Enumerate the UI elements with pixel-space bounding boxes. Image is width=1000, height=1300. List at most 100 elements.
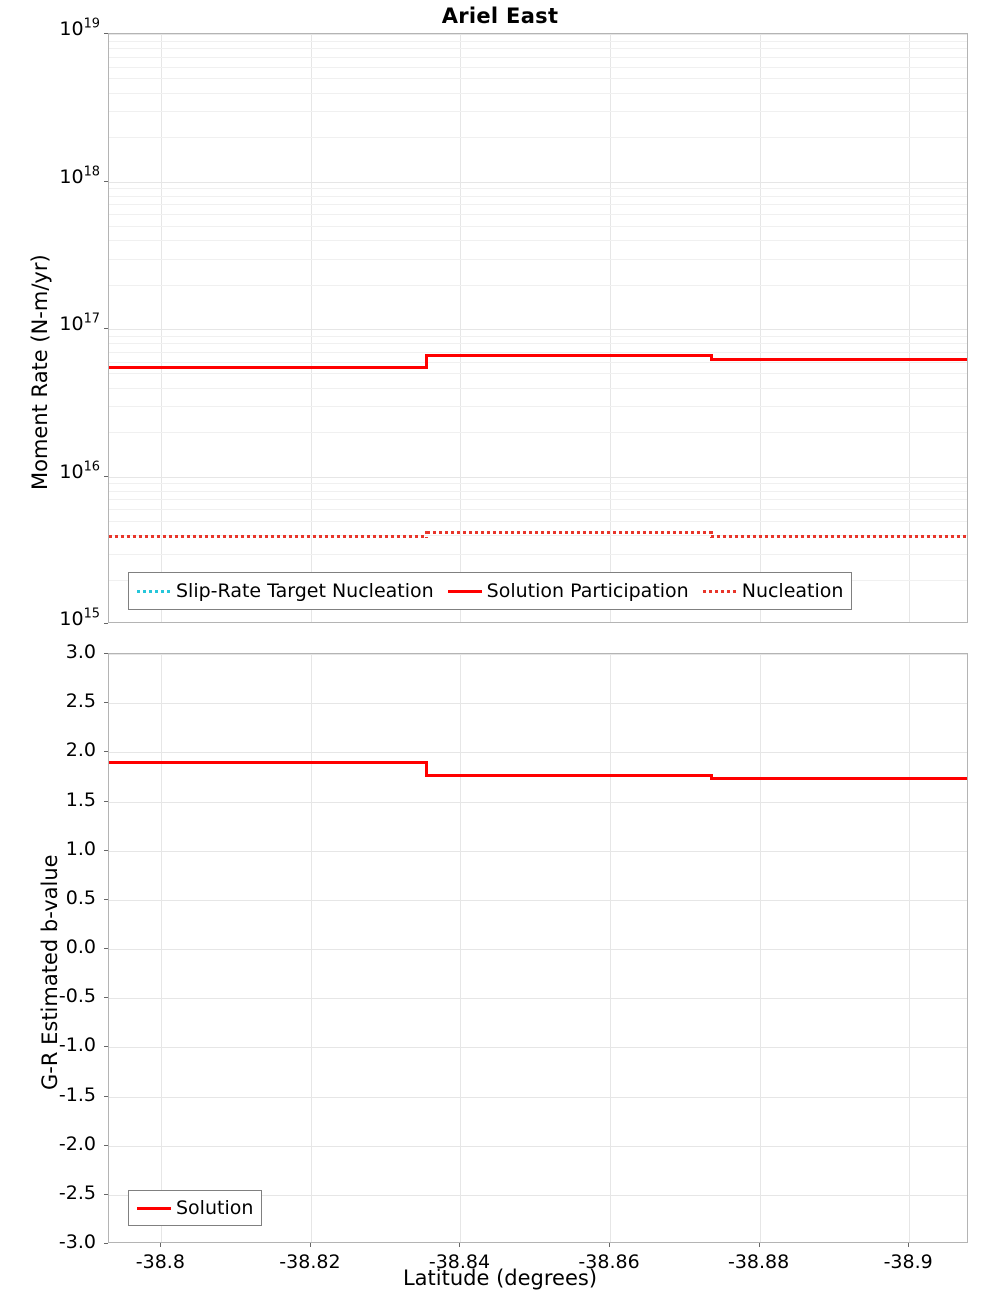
x-tick-label-latitude: -38.84	[428, 1251, 491, 1273]
gridline-horizontal-minor	[109, 535, 967, 536]
x-tick-mark	[310, 1243, 311, 1247]
y-tick-label-b-value: -1.5	[58, 1083, 96, 1106]
gridline-horizontal-minor	[109, 137, 967, 138]
y-tick-label-moment-rate: 1018	[59, 164, 100, 188]
y-tick-label-b-value: 1.5	[65, 788, 96, 811]
gridline-horizontal-major	[109, 998, 967, 999]
solution-participation-segment	[426, 354, 711, 358]
gridline-horizontal-minor	[109, 483, 967, 484]
solution-segment	[109, 760, 427, 764]
legend-item-slip-rate-target-nucleation[interactable]: Slip-Rate Target Nucleation	[137, 580, 434, 602]
y-tick-mark	[104, 948, 108, 949]
y-axis-label-b-value: G-R Estimated b-value	[38, 854, 62, 1090]
gridline-horizontal-minor	[109, 362, 967, 363]
y-tick-label-b-value: 3.0	[65, 641, 96, 663]
x-tick-label-latitude: -38.88	[727, 1251, 790, 1273]
y-tick-label-moment-rate: 1017	[59, 311, 100, 335]
x-tick-mark	[759, 1243, 760, 1247]
page-title: Ariel East	[441, 4, 559, 28]
y-tick-label-b-value: -2.5	[58, 1181, 96, 1204]
y-tick-label-b-value: -0.5	[58, 985, 96, 1008]
gridline-horizontal-major	[109, 1047, 967, 1048]
gridline-horizontal-minor	[109, 41, 967, 42]
y-tick-label-b-value: -2.0	[58, 1132, 96, 1155]
gridline-vertical	[610, 34, 611, 622]
gridline-vertical	[909, 654, 910, 1242]
y-axis-label-moment-rate: Moment Rate (N-m/yr)	[28, 254, 52, 490]
gridline-horizontal-major	[109, 949, 967, 950]
gridline-horizontal-minor	[109, 226, 967, 227]
gridline-horizontal-minor	[109, 499, 967, 500]
y-tick-mark	[104, 328, 108, 329]
x-tick-mark	[908, 1243, 909, 1247]
y-tick-label-b-value: 0.0	[65, 936, 96, 958]
gridline-horizontal-major	[109, 654, 967, 655]
y-tick-mark	[104, 653, 108, 654]
x-tick-mark	[459, 1243, 460, 1247]
gridline-vertical	[909, 34, 910, 622]
gridline-horizontal-minor	[109, 111, 967, 112]
x-tick-mark	[609, 1243, 610, 1247]
solution-participation-riser	[709, 354, 713, 362]
solution-riser	[425, 760, 429, 778]
legend-line-icon-solution-participation	[447, 589, 482, 593]
legend-item-solution[interactable]: Solution	[137, 1197, 253, 1219]
x-tick-label-latitude: -38.9	[883, 1251, 933, 1273]
gridline-vertical	[610, 654, 611, 1242]
gridline-horizontal-minor	[109, 259, 967, 260]
gridline-horizontal-major	[109, 182, 967, 183]
y-tick-label-moment-rate: 1016	[59, 459, 100, 483]
top-legend[interactable]: Slip-Rate Target Nucleation Solution Par…	[128, 572, 853, 610]
y-tick-mark	[104, 850, 108, 851]
bottom-legend[interactable]: Solution	[128, 1190, 263, 1226]
solution-segment	[711, 777, 967, 781]
x-tick-label-latitude: -38.8	[135, 1251, 185, 1273]
gridline-horizontal-minor	[109, 373, 967, 374]
gridline-horizontal-major	[109, 703, 967, 704]
gridline-horizontal-major	[109, 900, 967, 901]
y-tick-label-b-value: 0.5	[65, 886, 96, 909]
gridline-vertical	[460, 34, 461, 622]
b-value-plot-area	[108, 653, 968, 1243]
legend-line-icon-nucleation	[702, 589, 737, 593]
legend-label-nucleation: Nucleation	[741, 580, 844, 602]
gridline-horizontal-minor	[109, 509, 967, 510]
y-tick-label-b-value: 1.0	[65, 837, 96, 860]
gridline-vertical	[760, 654, 761, 1242]
legend-line-icon-solution	[137, 1206, 171, 1210]
gridline-horizontal-minor	[109, 406, 967, 407]
nucleation-segment	[109, 535, 427, 539]
y-tick-label-moment-rate: 1019	[59, 16, 100, 40]
legend-label-solution: Solution	[176, 1197, 254, 1219]
gridline-horizontal-major	[109, 329, 967, 330]
gridline-horizontal-minor	[109, 48, 967, 49]
solution-riser	[709, 774, 713, 781]
solution-participation-segment	[109, 365, 427, 369]
gridline-horizontal-minor	[109, 343, 967, 344]
gridline-horizontal-minor	[109, 78, 967, 79]
y-tick-mark	[104, 997, 108, 998]
gridline-vertical	[311, 654, 312, 1242]
legend-line-icon-slip-rate-target-nucleation	[137, 589, 171, 593]
gridline-horizontal-minor	[109, 554, 967, 555]
gridline-vertical	[460, 654, 461, 1242]
gridline-horizontal-major	[109, 752, 967, 753]
solution-participation-riser	[425, 354, 429, 369]
moment-rate-plot-area	[108, 33, 968, 623]
gridline-horizontal-minor	[109, 388, 967, 389]
legend-item-nucleation[interactable]: Nucleation	[702, 580, 844, 602]
gridline-horizontal-minor	[109, 336, 967, 337]
x-tick-label-latitude: -38.82	[279, 1251, 341, 1273]
solution-participation-segment	[711, 358, 967, 362]
y-tick-mark	[104, 899, 108, 900]
gridline-horizontal-major	[109, 851, 967, 852]
gridline-vertical	[760, 34, 761, 622]
legend-item-solution-participation[interactable]: Solution Participation	[447, 580, 689, 602]
nucleation-segment	[711, 535, 967, 539]
x-tick-mark	[160, 1243, 161, 1247]
y-tick-label-moment-rate: 1015	[59, 606, 100, 630]
y-tick-mark	[104, 1046, 108, 1047]
gridline-horizontal-minor	[109, 204, 967, 205]
nucleation-riser	[709, 530, 713, 539]
